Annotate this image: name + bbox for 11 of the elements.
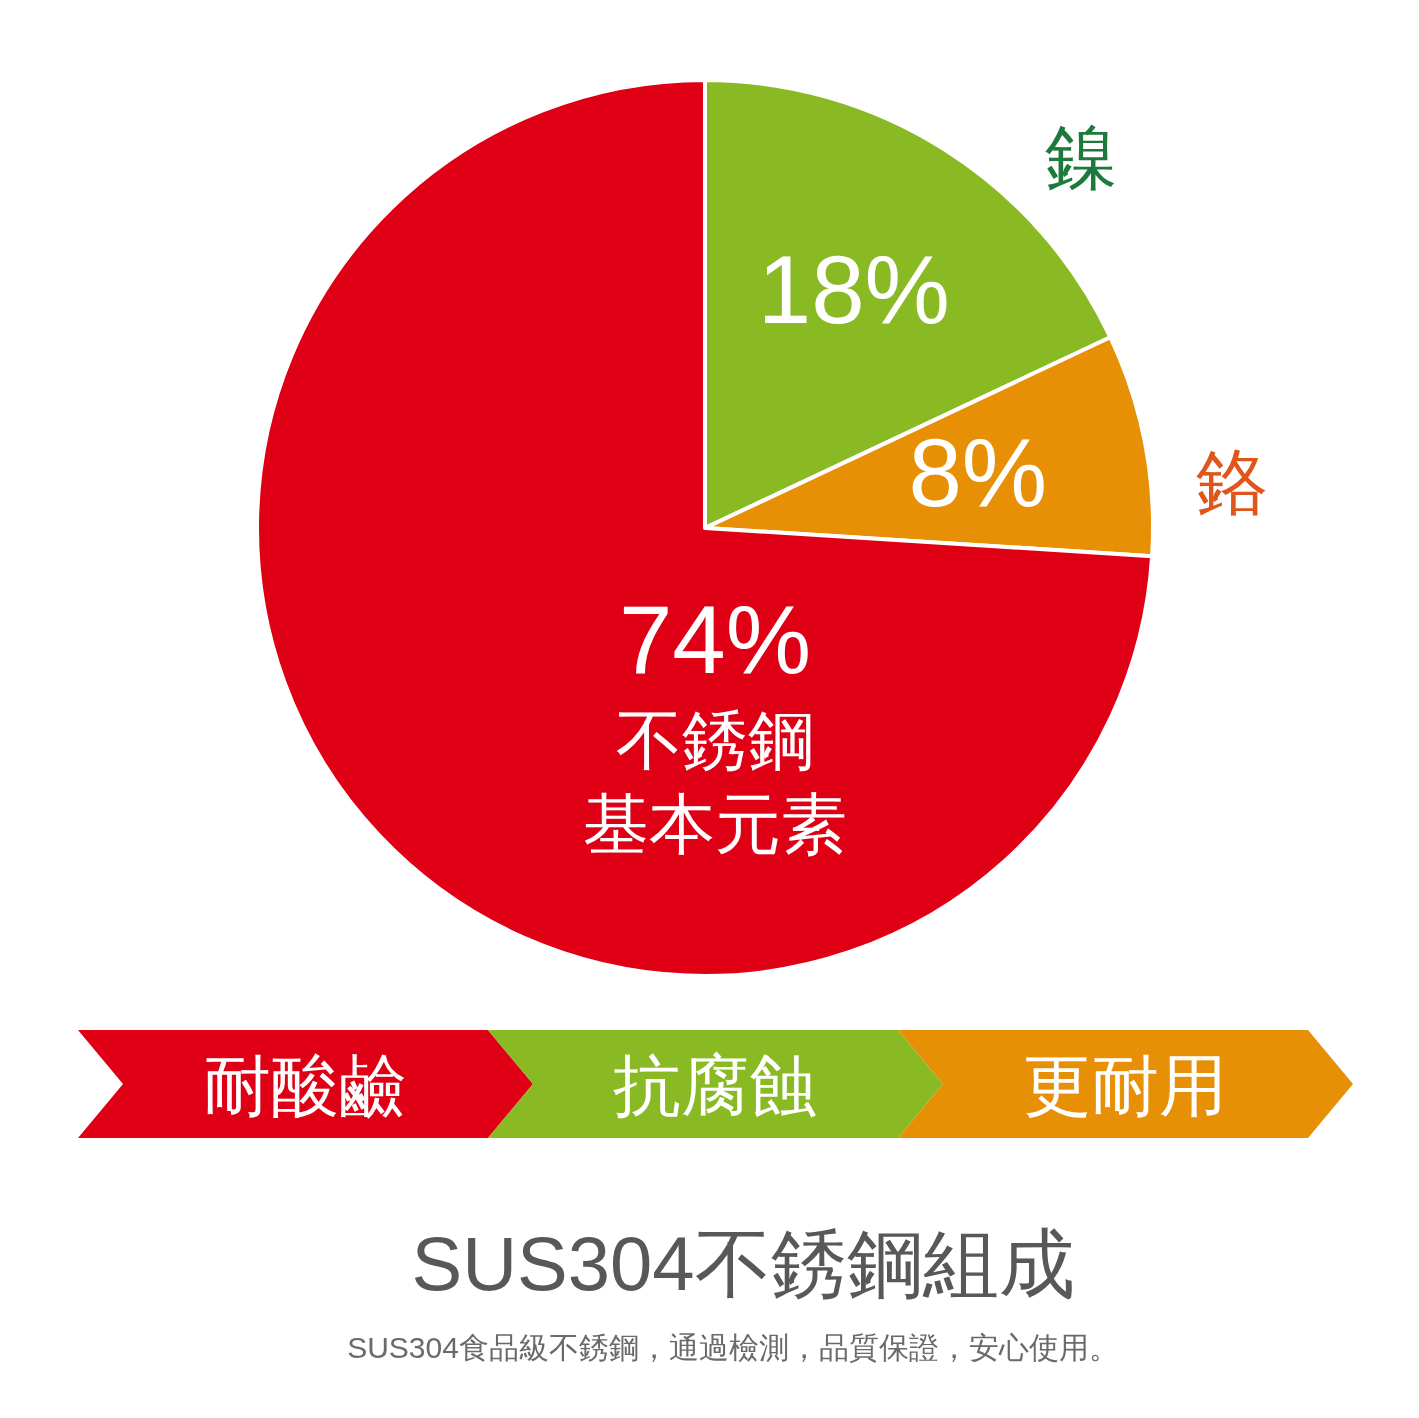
text: 更耐用 [1023, 1047, 1227, 1123]
text: SUS304不銹鋼組成 [411, 1221, 1075, 1306]
slice-label: 鉻 [1195, 441, 1268, 522]
slice-label: 鎳 [1045, 116, 1118, 197]
data-label: 74% [618, 586, 812, 693]
text: SUS304食品級不銹鋼，通過檢測，品質保證，安心使用。 [347, 1331, 1119, 1364]
text: 抗腐蝕 [613, 1047, 817, 1123]
data-label: 18% [757, 236, 950, 344]
slice-label: 不銹鋼基本元素 [583, 703, 847, 861]
data-label: 8% [908, 418, 1048, 526]
text: 耐酸鹼 [203, 1047, 407, 1123]
